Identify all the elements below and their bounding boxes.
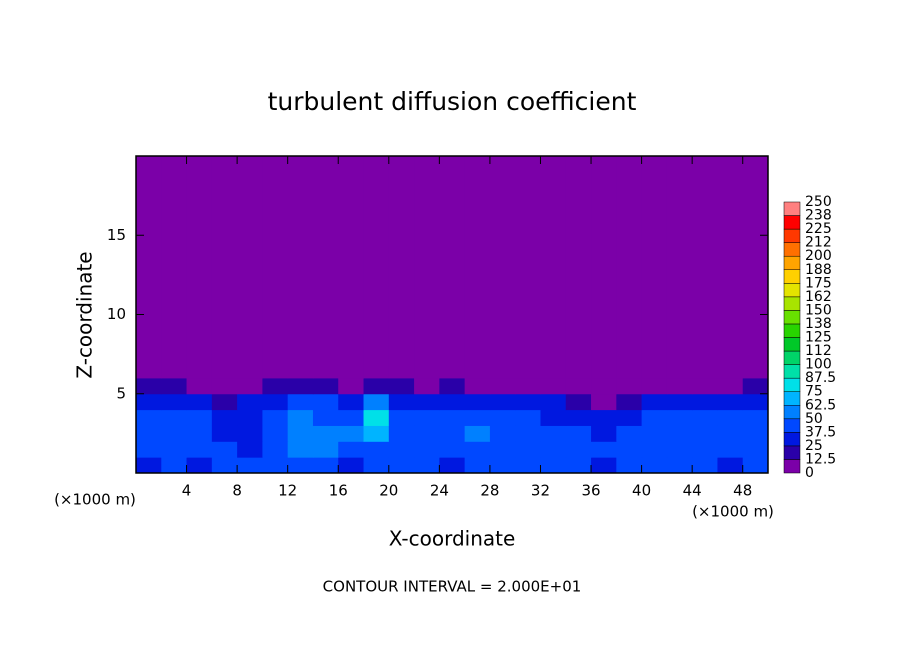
y-axis-label: Z-coordinate xyxy=(73,251,97,378)
colorbar-label: 238 xyxy=(805,208,832,224)
colorbar-label: 62.5 xyxy=(805,397,836,413)
colorbar-swatch xyxy=(783,296,801,311)
heat-cell xyxy=(338,156,365,379)
colorbar-label: 225 xyxy=(805,221,832,237)
colorbar-label: 250 xyxy=(805,194,832,210)
chart-title: turbulent diffusion coefficient xyxy=(268,87,637,116)
colorbar-label: 175 xyxy=(805,275,832,291)
colorbar-label: 150 xyxy=(805,302,832,318)
colorbar-swatch xyxy=(783,323,801,338)
colorbar-swatch xyxy=(783,432,801,447)
colorbar-swatch xyxy=(783,255,801,271)
heat-cell xyxy=(464,156,491,379)
x-tick-label: 8 xyxy=(232,482,242,500)
heat-cell xyxy=(515,156,541,379)
colorbar-swatch xyxy=(783,283,801,298)
x-unit-label: (×1000 m) xyxy=(54,491,136,509)
colorbar-swatch xyxy=(783,337,801,352)
heat-cell xyxy=(388,156,415,379)
colorbar-label: 200 xyxy=(805,248,832,264)
heat-cell xyxy=(717,156,744,379)
heat-cell xyxy=(414,156,440,379)
colorbar-label: 188 xyxy=(805,262,832,278)
colorbar-swatch xyxy=(783,310,801,325)
colorbar-label: 138 xyxy=(805,316,832,332)
y-tick-label: 5 xyxy=(116,384,126,402)
colorbar-swatch xyxy=(783,201,801,216)
colorbar-label: 0 xyxy=(805,465,814,481)
y-tick-label: 10 xyxy=(107,305,126,323)
colorbar-label: 75 xyxy=(805,384,823,400)
colorbar-swatch xyxy=(783,459,801,474)
x-tick-label: 48 xyxy=(733,482,752,500)
heat-cell xyxy=(565,156,592,379)
colorbar-label: 212 xyxy=(805,235,832,251)
colorbar-swatch xyxy=(783,391,801,406)
x-tick-label: 4 xyxy=(182,482,192,500)
heat-cell xyxy=(287,156,314,379)
heat-cell xyxy=(666,156,693,379)
colorbar-swatch xyxy=(783,418,801,433)
colorbar-label: 50 xyxy=(805,411,823,427)
x-tick-label: 16 xyxy=(329,482,348,500)
x-tick-label: 40 xyxy=(632,482,651,500)
colorbar-swatch xyxy=(783,405,801,420)
heat-cell xyxy=(591,156,617,379)
heat-cell xyxy=(136,156,162,379)
x-axis-label: X-coordinate xyxy=(389,527,516,551)
colorbar-label: 25 xyxy=(805,438,823,454)
x-tick-label: 24 xyxy=(430,482,449,500)
colorbar-label: 125 xyxy=(805,330,832,346)
heat-cell xyxy=(742,156,769,379)
colorbar-swatch xyxy=(783,242,801,257)
heat-cell xyxy=(692,156,718,379)
colorbar-swatch xyxy=(783,364,801,379)
heat-cell xyxy=(237,156,263,379)
x-tick-label: 28 xyxy=(480,482,499,500)
colorbar-label: 162 xyxy=(805,289,832,305)
x-unit-label: (×1000 m) xyxy=(692,503,774,521)
heat-cell xyxy=(186,156,213,379)
x-tick-label: 32 xyxy=(531,482,550,500)
x-tick-label: 12 xyxy=(278,482,297,500)
colorbar-swatch xyxy=(783,445,801,460)
heat-cell xyxy=(641,156,668,379)
colorbar-swatch xyxy=(783,377,801,392)
colorbar-label: 37.5 xyxy=(805,424,836,440)
heat-cell xyxy=(489,156,516,379)
x-tick-label: 36 xyxy=(581,482,600,500)
colorbar-label: 100 xyxy=(805,357,832,373)
footnote: CONTOUR INTERVAL = 2.000E+01 xyxy=(323,578,582,596)
colorbar-swatch xyxy=(783,350,801,365)
colorbar-label: 112 xyxy=(805,343,832,359)
x-tick-label: 20 xyxy=(379,482,398,500)
x-tick-label: 44 xyxy=(683,482,702,500)
heat-cell xyxy=(439,156,466,379)
heat-cell xyxy=(211,156,238,379)
colorbar-swatch xyxy=(783,215,801,230)
heat-cell xyxy=(540,156,567,379)
heat-cell xyxy=(312,156,339,379)
colorbar-swatch xyxy=(783,269,801,284)
heat-cell xyxy=(161,156,188,379)
heat-cell xyxy=(616,156,643,379)
colorbar-swatch xyxy=(783,228,801,243)
heat-cell xyxy=(262,156,289,379)
heat-cell xyxy=(363,156,390,379)
y-tick-label: 15 xyxy=(107,226,126,244)
colorbar-label: 12.5 xyxy=(805,451,836,467)
colorbar-label: 87.5 xyxy=(805,370,836,386)
